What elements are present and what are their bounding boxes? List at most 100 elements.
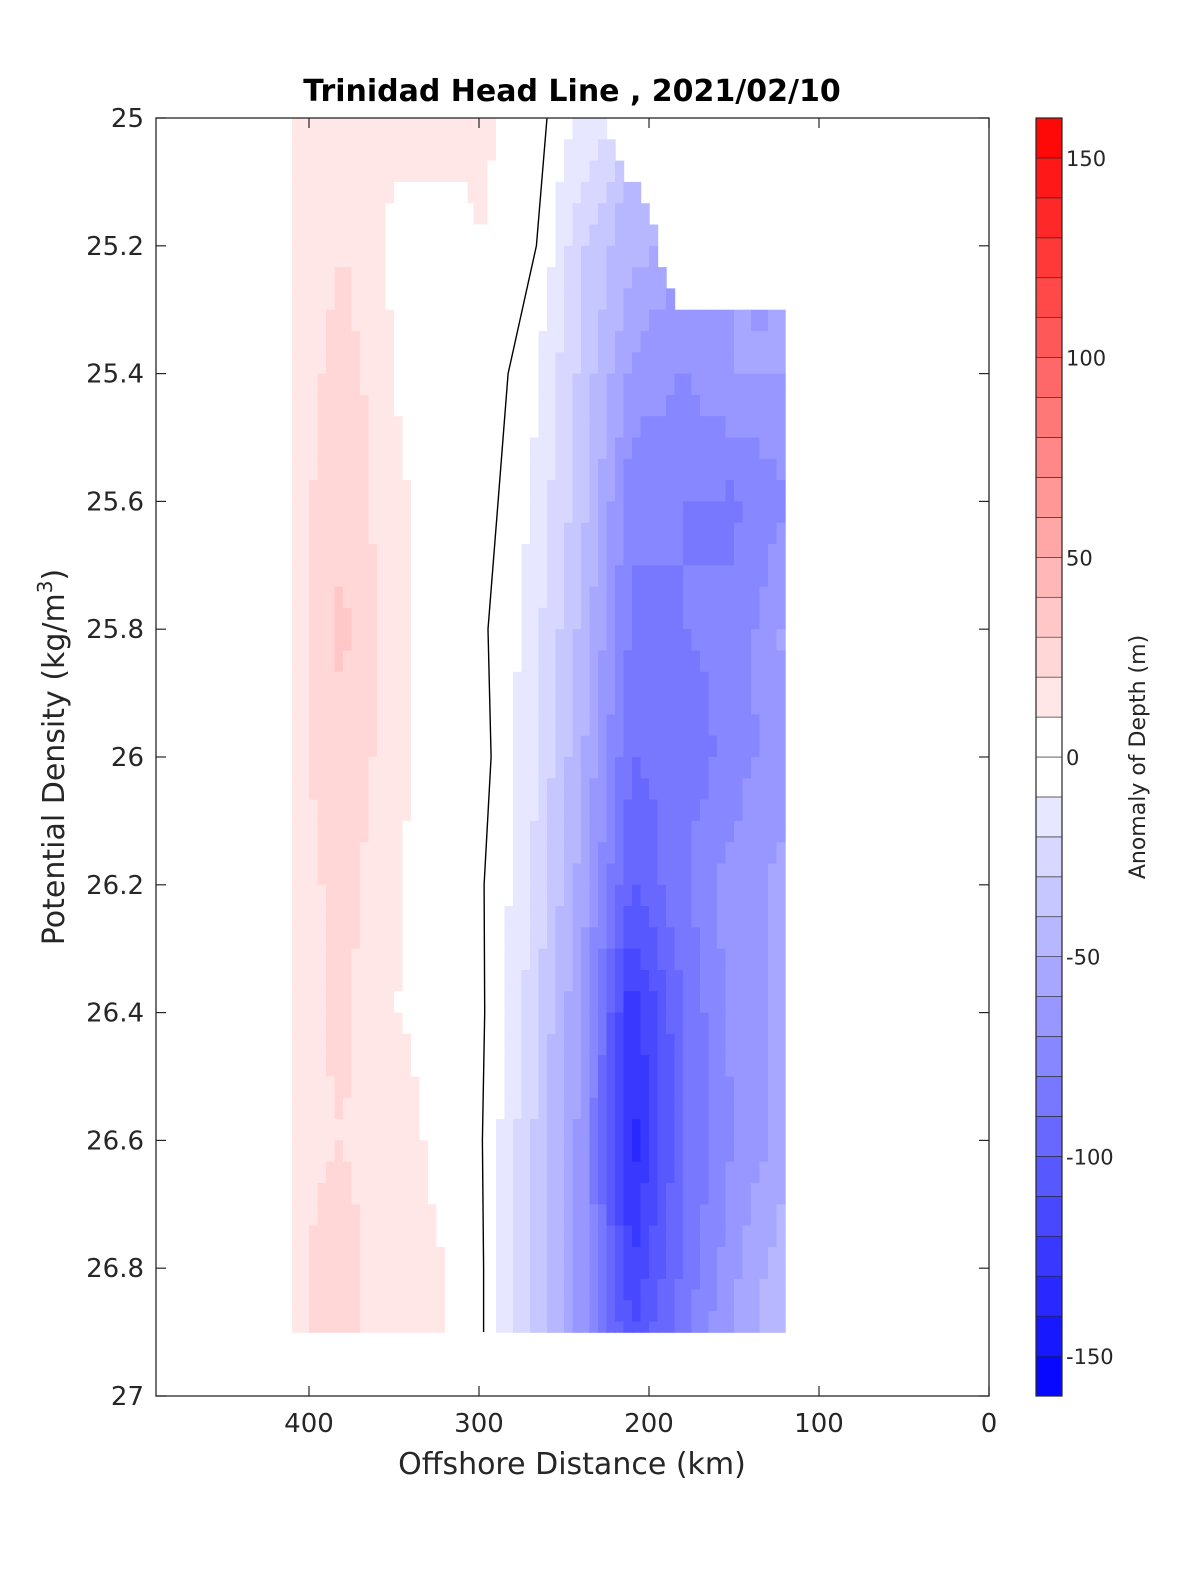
contour-cell (445, 352, 452, 375)
contour-cell (504, 565, 514, 588)
contour-cell (632, 927, 642, 950)
contour-cell (419, 118, 429, 140)
contour-cell (742, 735, 752, 758)
contour-cell (572, 799, 582, 822)
contour-cell (473, 118, 480, 140)
contour-cell (521, 714, 531, 737)
contour-cell (555, 437, 565, 460)
contour-cell (436, 778, 446, 801)
contour-cell (547, 118, 557, 140)
contour-cell (368, 778, 378, 801)
contour-cell (343, 1055, 353, 1078)
contour-cell (351, 735, 361, 758)
contour-cell (456, 1012, 463, 1035)
contour-cell (317, 1183, 327, 1205)
contour-cell (504, 331, 514, 353)
contour-cell (572, 458, 582, 481)
contour-cell (555, 650, 565, 673)
contour-cell (419, 1119, 429, 1142)
contour-cell (445, 1055, 452, 1078)
contour-cell (725, 522, 735, 545)
contour-cell (776, 416, 786, 439)
contour-cell (377, 1161, 387, 1184)
contour-cell (292, 522, 302, 545)
contour-cell (708, 480, 718, 503)
contour-cell (683, 906, 693, 929)
contour-cell (368, 948, 378, 971)
contour-cell (467, 1012, 475, 1035)
contour-cell (623, 352, 633, 375)
contour-cell (572, 906, 582, 929)
contour-cell (538, 820, 548, 843)
contour-cell (487, 842, 497, 865)
contour-cell (717, 906, 727, 929)
contour-cell (394, 650, 404, 673)
contour-cell (564, 139, 574, 162)
contour-cell (462, 906, 469, 929)
contour-cell (456, 565, 463, 588)
contour-cell (385, 224, 395, 247)
colorbar-swatch (1035, 1156, 1063, 1197)
contour-cell (462, 203, 469, 226)
contour-cell (555, 629, 565, 652)
contour-cell (445, 224, 452, 247)
contour-cell (360, 884, 370, 907)
contour-cell (326, 629, 336, 652)
contour-cell (538, 1140, 548, 1163)
contour-cell (368, 501, 378, 524)
contour-cell (445, 1310, 452, 1323)
contour-cell (385, 522, 395, 545)
contour-cell (394, 757, 404, 779)
contour-cell (555, 1033, 565, 1056)
contour-cell (606, 671, 616, 694)
contour-cell (317, 458, 327, 481)
contour-cell (428, 671, 438, 694)
contour-cell (572, 1300, 582, 1312)
y-tick-label: 26.4 (86, 999, 144, 1029)
contour-cell (657, 820, 667, 843)
contour-cell (450, 991, 458, 1014)
contour-cell (691, 458, 701, 481)
contour-cell (572, 991, 582, 1014)
contour-cell (598, 544, 608, 566)
contour-cell (334, 352, 344, 375)
contour-cell (649, 1268, 659, 1280)
contour-cell (606, 309, 616, 332)
contour-cell (555, 181, 565, 204)
contour-cell (343, 1268, 353, 1280)
contour-cell (615, 1310, 625, 1323)
colorbar-swatch (1035, 916, 1063, 957)
contour-cell (467, 139, 475, 162)
contour-cell (456, 181, 463, 204)
contour-cell (717, 778, 727, 801)
contour-cell (530, 181, 540, 204)
contour-cell (666, 927, 676, 950)
contour-cell (632, 1033, 642, 1056)
contour-cell (691, 501, 701, 524)
contour-cell (326, 1310, 336, 1323)
contour-cell (360, 693, 370, 716)
contour-cell (428, 948, 438, 971)
contour-cell (334, 267, 344, 290)
contour-cell (487, 1161, 497, 1184)
contour-cell (589, 1076, 599, 1099)
contour-cell (666, 735, 676, 758)
contour-cell (326, 735, 336, 758)
colorbar-tick-label: 150 (1066, 147, 1106, 171)
contour-cell (547, 1076, 557, 1099)
contour-cell (385, 458, 395, 481)
contour-cell (326, 1033, 336, 1056)
contour-cell (623, 1246, 633, 1269)
contour-cell (700, 1204, 710, 1227)
contour-cell (640, 1097, 650, 1120)
contour-cell (473, 245, 480, 268)
contour-cell (309, 118, 319, 140)
contour-cell (317, 735, 327, 758)
contour-cell (751, 884, 761, 907)
contour-cell (708, 1119, 718, 1142)
contour-cell (530, 309, 540, 332)
contour-cell (700, 1140, 710, 1163)
contour-cell (615, 1055, 625, 1078)
contour-cell (428, 884, 438, 907)
contour-cell (309, 906, 319, 929)
